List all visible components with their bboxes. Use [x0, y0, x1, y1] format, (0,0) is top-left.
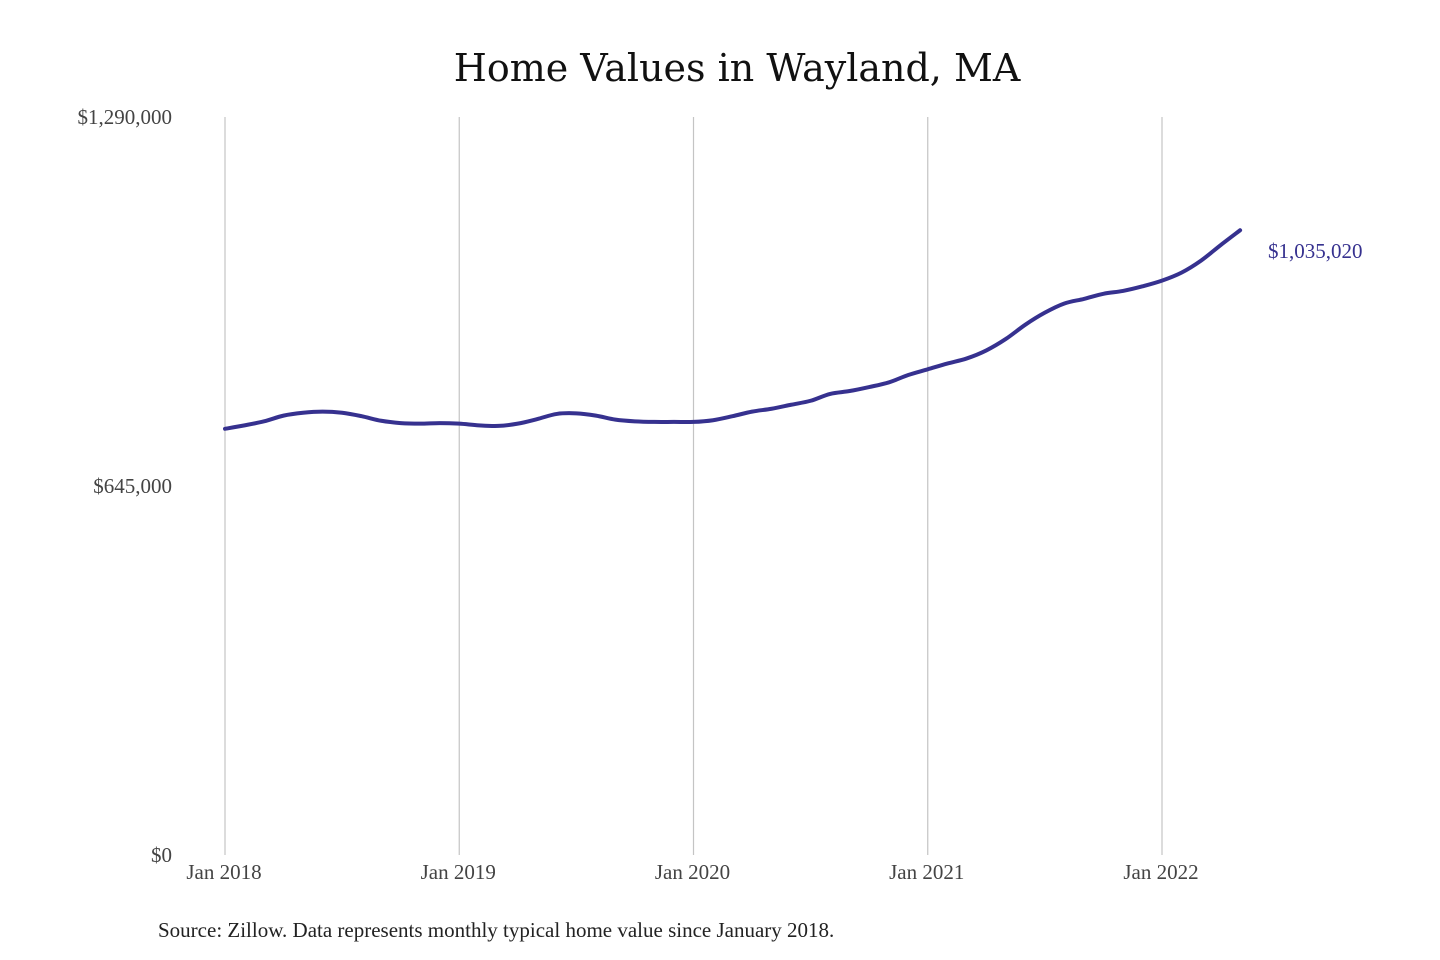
chart-title: Home Values in Wayland, MA	[454, 46, 1021, 90]
y-tick-label: $0	[151, 843, 172, 867]
vertical-gridlines	[224, 117, 1163, 855]
x-tick-label: Jan 2019	[421, 860, 496, 884]
x-tick-label: Jan 2021	[889, 860, 964, 884]
y-tick-label: $645,000	[93, 474, 172, 498]
x-tick-label: Jan 2020	[655, 860, 730, 884]
source-note: Source: Zillow. Data represents monthly …	[158, 918, 834, 942]
latest-value-label: $1,035,020	[1268, 239, 1363, 263]
series-line-1	[223, 228, 1243, 431]
y-axis-tick-labels: $0 $645,000 $1,290,000	[78, 105, 173, 867]
x-tick-label: Jan 2022	[1123, 860, 1198, 884]
home-value-series	[223, 228, 1243, 431]
x-axis-tick-labels: Jan 2018 Jan 2019 Jan 2020 Jan 2021 Jan 2022	[186, 860, 1198, 884]
y-tick-label: $1,290,000	[78, 105, 173, 129]
x-tick-label: Jan 2018	[186, 860, 261, 884]
